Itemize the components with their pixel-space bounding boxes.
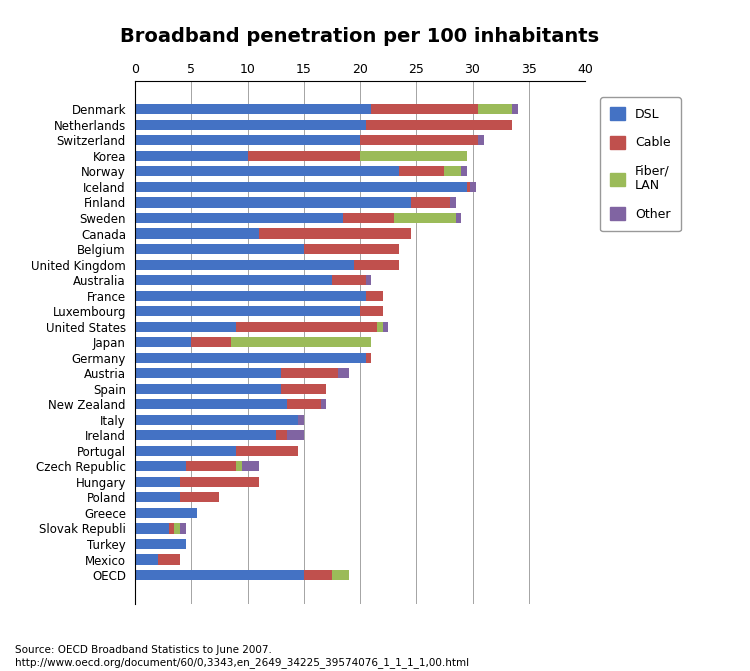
- Bar: [135, 275, 332, 285]
- Bar: [332, 275, 366, 285]
- Bar: [276, 430, 286, 440]
- Bar: [470, 182, 476, 192]
- Bar: [135, 368, 281, 378]
- Bar: [135, 120, 366, 130]
- Bar: [186, 462, 236, 472]
- Bar: [242, 462, 259, 472]
- Bar: [366, 275, 371, 285]
- Bar: [135, 182, 466, 192]
- Bar: [338, 368, 349, 378]
- Bar: [135, 523, 169, 533]
- Bar: [248, 151, 360, 161]
- Bar: [135, 493, 180, 503]
- Bar: [180, 523, 186, 533]
- Bar: [135, 321, 236, 331]
- Bar: [135, 244, 304, 254]
- Bar: [298, 415, 304, 425]
- Bar: [376, 321, 382, 331]
- Bar: [512, 104, 518, 114]
- Bar: [332, 570, 349, 580]
- Bar: [135, 384, 281, 394]
- Bar: [286, 430, 304, 440]
- Bar: [286, 399, 321, 409]
- Bar: [360, 151, 466, 161]
- Bar: [343, 213, 394, 223]
- Bar: [321, 399, 326, 409]
- Bar: [174, 523, 180, 533]
- Title: Broadband penetration per 100 inhabitants: Broadband penetration per 100 inhabitant…: [121, 27, 599, 46]
- Bar: [281, 384, 326, 394]
- Bar: [382, 321, 388, 331]
- Bar: [478, 104, 512, 114]
- Bar: [478, 136, 484, 146]
- Bar: [135, 415, 298, 425]
- Bar: [169, 523, 174, 533]
- Bar: [444, 166, 461, 176]
- Bar: [135, 430, 276, 440]
- Bar: [135, 306, 360, 316]
- Bar: [461, 166, 466, 176]
- Bar: [135, 260, 354, 270]
- Bar: [304, 570, 332, 580]
- Bar: [394, 213, 455, 223]
- Bar: [466, 182, 470, 192]
- Bar: [236, 446, 298, 456]
- Bar: [191, 337, 231, 348]
- Bar: [135, 462, 186, 472]
- Bar: [135, 291, 366, 301]
- Bar: [366, 120, 512, 130]
- Bar: [360, 136, 478, 146]
- Bar: [135, 554, 158, 564]
- Bar: [366, 291, 382, 301]
- Bar: [450, 197, 455, 207]
- Bar: [371, 104, 478, 114]
- Bar: [399, 166, 444, 176]
- Bar: [455, 213, 461, 223]
- Bar: [135, 337, 191, 348]
- Bar: [135, 539, 186, 549]
- Bar: [354, 260, 399, 270]
- Bar: [259, 229, 411, 239]
- Bar: [135, 508, 196, 518]
- Bar: [135, 136, 360, 146]
- Bar: [304, 244, 399, 254]
- Bar: [135, 104, 371, 114]
- Bar: [135, 399, 286, 409]
- Legend: DSL, Cable, Fiber/
LAN, Other: DSL, Cable, Fiber/ LAN, Other: [600, 97, 681, 231]
- Bar: [360, 306, 382, 316]
- Bar: [366, 353, 371, 363]
- Bar: [411, 197, 450, 207]
- Bar: [180, 493, 219, 503]
- Bar: [135, 353, 366, 363]
- Bar: [236, 321, 376, 331]
- Text: Source: OECD Broadband Statistics to June 2007.
http://www.oecd.org/document/60/: Source: OECD Broadband Statistics to Jun…: [15, 645, 470, 668]
- Bar: [135, 477, 180, 487]
- Bar: [281, 368, 338, 378]
- Bar: [135, 197, 411, 207]
- Bar: [135, 570, 304, 580]
- Bar: [135, 213, 343, 223]
- Bar: [236, 462, 242, 472]
- Bar: [158, 554, 180, 564]
- Bar: [135, 151, 248, 161]
- Bar: [135, 229, 259, 239]
- Bar: [135, 446, 236, 456]
- Bar: [135, 166, 399, 176]
- Bar: [231, 337, 371, 348]
- Bar: [180, 477, 259, 487]
